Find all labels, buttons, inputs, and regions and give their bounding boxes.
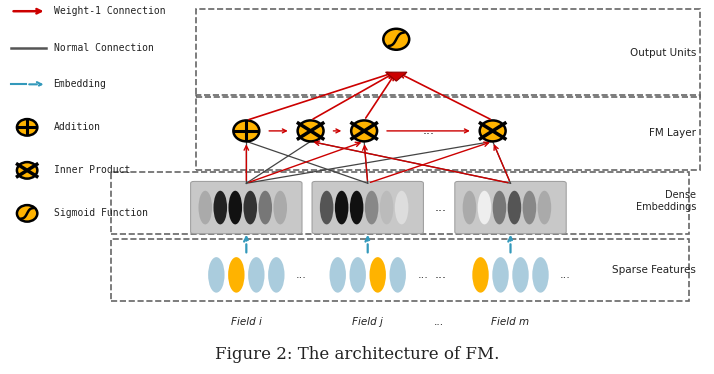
Ellipse shape [492, 257, 508, 292]
Text: Normal Connection: Normal Connection [54, 43, 154, 53]
Text: FM Layer: FM Layer [649, 128, 696, 138]
Text: Inner Product: Inner Product [54, 165, 130, 175]
Ellipse shape [532, 257, 548, 292]
Text: Weight-1 Connection: Weight-1 Connection [54, 6, 165, 16]
Text: Field m: Field m [491, 317, 530, 327]
Text: ...: ... [423, 125, 434, 137]
Ellipse shape [320, 191, 333, 224]
Ellipse shape [329, 257, 346, 292]
FancyBboxPatch shape [191, 181, 302, 234]
Ellipse shape [493, 191, 506, 224]
Text: Addition: Addition [54, 122, 101, 132]
Ellipse shape [243, 191, 257, 224]
Ellipse shape [17, 205, 37, 222]
Text: Embedding: Embedding [54, 79, 106, 89]
Text: Field i: Field i [231, 317, 262, 327]
Ellipse shape [349, 257, 366, 292]
Text: ...: ... [435, 201, 446, 214]
Text: ...: ... [435, 269, 446, 281]
Ellipse shape [478, 191, 491, 224]
Ellipse shape [350, 191, 363, 224]
Ellipse shape [198, 191, 212, 224]
Ellipse shape [472, 257, 488, 292]
Ellipse shape [370, 257, 386, 292]
Ellipse shape [233, 120, 259, 141]
Text: ...: ... [417, 270, 428, 280]
Ellipse shape [480, 120, 506, 141]
Ellipse shape [335, 191, 348, 224]
Text: Output Units: Output Units [630, 48, 696, 58]
Ellipse shape [512, 257, 529, 292]
Ellipse shape [268, 257, 284, 292]
Ellipse shape [298, 120, 323, 141]
FancyBboxPatch shape [312, 181, 423, 234]
Ellipse shape [351, 120, 377, 141]
Ellipse shape [380, 191, 393, 224]
Ellipse shape [523, 191, 536, 224]
Ellipse shape [383, 29, 409, 50]
Ellipse shape [508, 191, 521, 224]
Ellipse shape [395, 191, 408, 224]
Ellipse shape [17, 162, 37, 179]
Text: ...: ... [560, 270, 571, 280]
Text: ...: ... [296, 270, 307, 280]
Ellipse shape [258, 191, 272, 224]
Text: Sigmoid Function: Sigmoid Function [54, 208, 148, 218]
Ellipse shape [248, 257, 264, 292]
Ellipse shape [17, 119, 37, 136]
Ellipse shape [365, 191, 378, 224]
Ellipse shape [228, 191, 242, 224]
Ellipse shape [463, 191, 476, 224]
Ellipse shape [538, 191, 551, 224]
FancyBboxPatch shape [455, 181, 566, 234]
Ellipse shape [213, 191, 227, 224]
Text: Field j: Field j [352, 317, 383, 327]
Ellipse shape [390, 257, 406, 292]
Ellipse shape [228, 257, 244, 292]
Ellipse shape [208, 257, 224, 292]
Text: ...: ... [434, 317, 444, 327]
Polygon shape [386, 72, 407, 81]
Text: Figure 2: The architecture of FM.: Figure 2: The architecture of FM. [215, 346, 499, 363]
Ellipse shape [273, 191, 287, 224]
Text: Dense
Embeddings: Dense Embeddings [635, 190, 696, 212]
Text: Sparse Features: Sparse Features [613, 265, 696, 275]
